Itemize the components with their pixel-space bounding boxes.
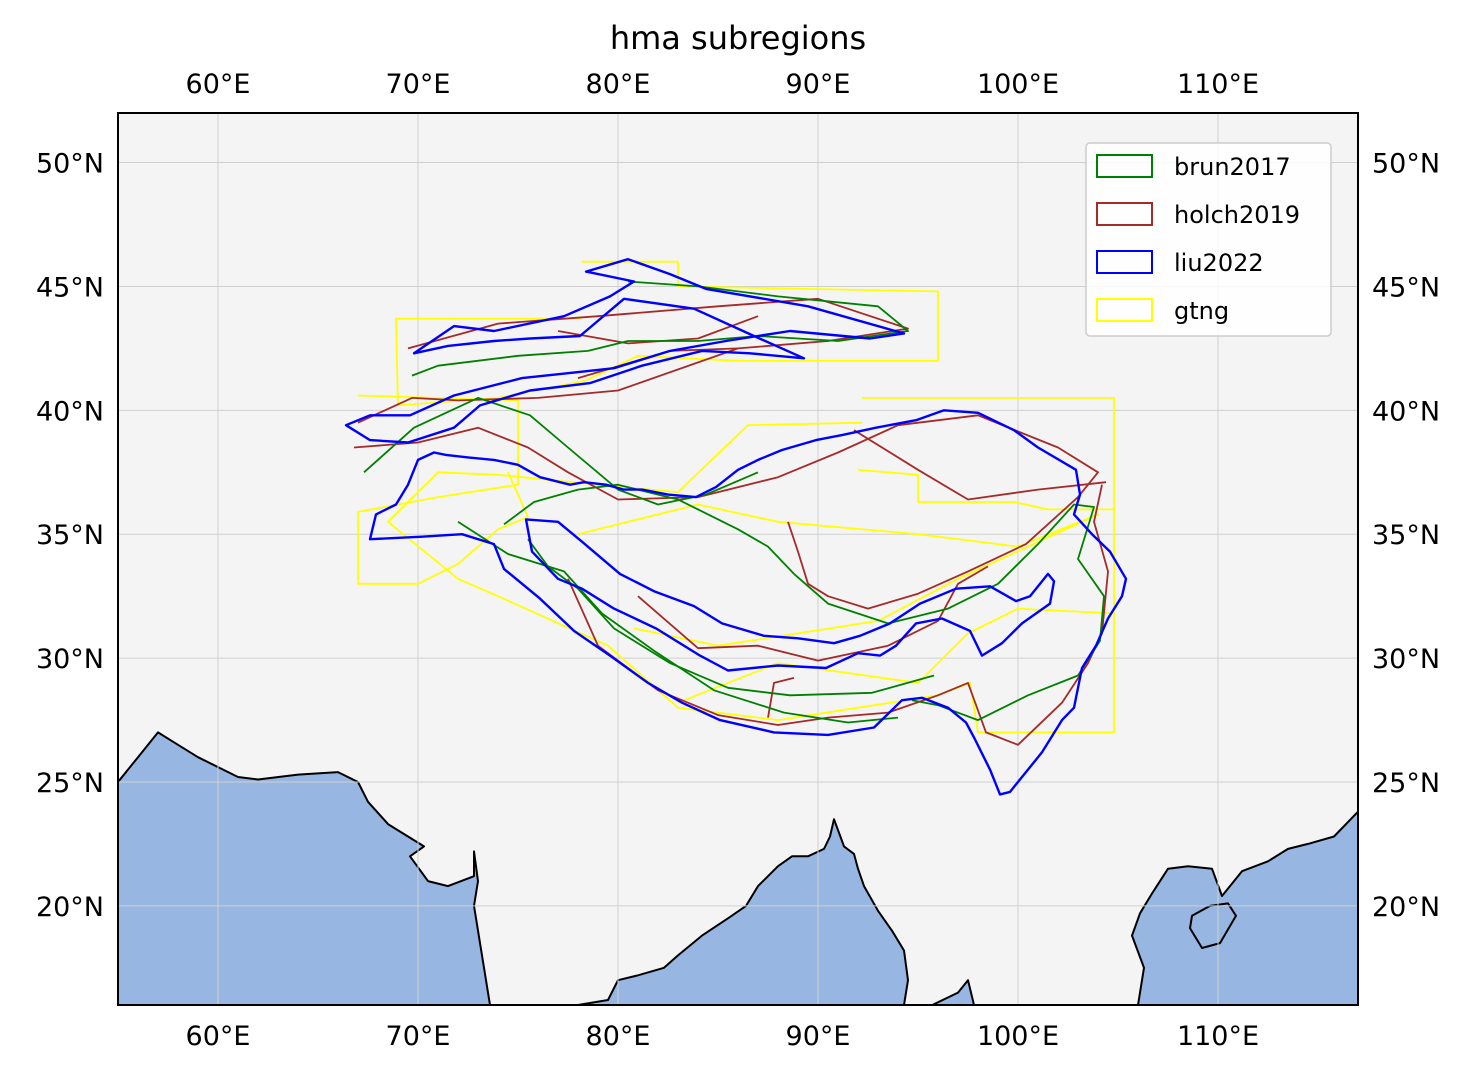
lat-tick-label-right: 40°N bbox=[1372, 396, 1440, 427]
legend-label-gtng: gtng bbox=[1174, 297, 1229, 325]
map-frame bbox=[117, 112, 1359, 1006]
region-outline-holch2019 bbox=[767, 677, 795, 718]
region-outline-brun2017 bbox=[363, 396, 759, 506]
region-outline-brun2017 bbox=[457, 521, 899, 724]
legend-swatch-holch2019 bbox=[1096, 202, 1153, 226]
lat-tick-label-left: 35°N bbox=[36, 520, 104, 551]
legend-label-brun2017: brun2017 bbox=[1174, 153, 1291, 181]
region-outline-liu2022 bbox=[368, 409, 1128, 796]
lon-tick-label-top: 90°E bbox=[786, 69, 851, 100]
lon-tick-label-top: 110°E bbox=[1177, 69, 1259, 100]
lat-tick-label-left: 25°N bbox=[36, 768, 104, 799]
region-outline-holch2019 bbox=[567, 484, 1109, 746]
lat-tick-label-right: 50°N bbox=[1372, 149, 1440, 180]
region-outline-brun2017 bbox=[503, 483, 1105, 721]
legend-swatch-gtng bbox=[1096, 298, 1153, 322]
region-outline-holch2019 bbox=[353, 414, 1099, 610]
legend-frame bbox=[1085, 142, 1332, 337]
lon-tick-label-top: 80°E bbox=[586, 69, 651, 100]
lat-tick-label-left: 50°N bbox=[36, 149, 104, 180]
ocean-area-3 bbox=[1189, 902, 1237, 949]
region-outline-brun2017 bbox=[527, 538, 935, 697]
lon-tick-label-top: 70°E bbox=[386, 69, 451, 100]
lon-tick-label-top: 60°E bbox=[186, 69, 251, 100]
legend-label-liu2022: liu2022 bbox=[1174, 249, 1264, 277]
ocean-layer bbox=[118, 731, 1358, 1005]
region-outline-gtng bbox=[357, 394, 529, 585]
axis-ticks: 60°E 60°E 70°E 70°E 80°E 80°E 90°E 90°E 100°E 100… bbox=[36, 69, 1440, 1052]
legend-swatch-liu2022 bbox=[1096, 250, 1153, 274]
region-outline-liu2022 bbox=[344, 258, 906, 444]
lat-tick-label-right: 20°N bbox=[1372, 892, 1440, 923]
legend-label-holch2019: holch2019 bbox=[1174, 201, 1300, 229]
lon-tick-label-bottom: 100°E bbox=[977, 1021, 1059, 1052]
ocean-area-2 bbox=[1131, 810, 1358, 1005]
lat-tick-label-right: 45°N bbox=[1372, 272, 1440, 303]
region-outline-gtng bbox=[395, 260, 939, 407]
lat-tick-label-left: 40°N bbox=[36, 396, 104, 427]
lat-tick-label-left: 20°N bbox=[36, 892, 104, 923]
lon-tick-label-top: 100°E bbox=[977, 69, 1059, 100]
lat-tick-label-right: 35°N bbox=[1372, 520, 1440, 551]
legend-swatch-brun2017 bbox=[1096, 154, 1153, 178]
lon-tick-label-bottom: 60°E bbox=[186, 1021, 251, 1052]
region-set-liu2022 bbox=[344, 258, 1128, 796]
region-outline-gtng bbox=[857, 468, 1114, 511]
region-outline-gtng bbox=[677, 607, 1115, 704]
legend: brun2017 holch2019 liu2022 gtng bbox=[1085, 142, 1332, 337]
map-title: hma subregions bbox=[610, 19, 866, 57]
lon-tick-label-bottom: 90°E bbox=[786, 1021, 851, 1052]
region-outline-holch2019 bbox=[853, 429, 1107, 501]
ocean-area-0 bbox=[118, 731, 491, 1005]
lon-tick-label-bottom: 80°E bbox=[586, 1021, 651, 1052]
lon-tick-label-bottom: 70°E bbox=[386, 1021, 451, 1052]
lat-tick-label-left: 45°N bbox=[36, 272, 104, 303]
lat-tick-label-left: 30°N bbox=[36, 644, 104, 675]
lat-tick-label-right: 25°N bbox=[1372, 768, 1440, 799]
lat-tick-label-right: 30°N bbox=[1372, 644, 1440, 675]
region-outline-liu2022 bbox=[524, 518, 1056, 672]
lon-tick-label-bottom: 110°E bbox=[1177, 1021, 1259, 1052]
region-outlines bbox=[344, 258, 1128, 796]
ocean-area-1 bbox=[577, 818, 975, 1005]
